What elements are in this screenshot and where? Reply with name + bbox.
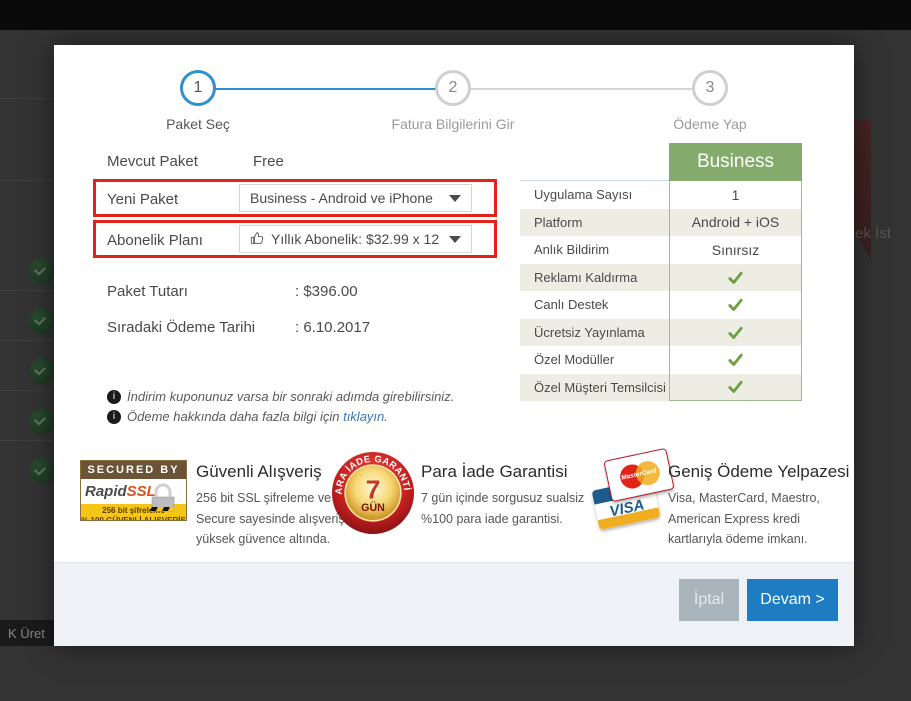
svg-text:GÜN: GÜN [361,501,385,514]
svg-text:7: 7 [366,475,381,505]
